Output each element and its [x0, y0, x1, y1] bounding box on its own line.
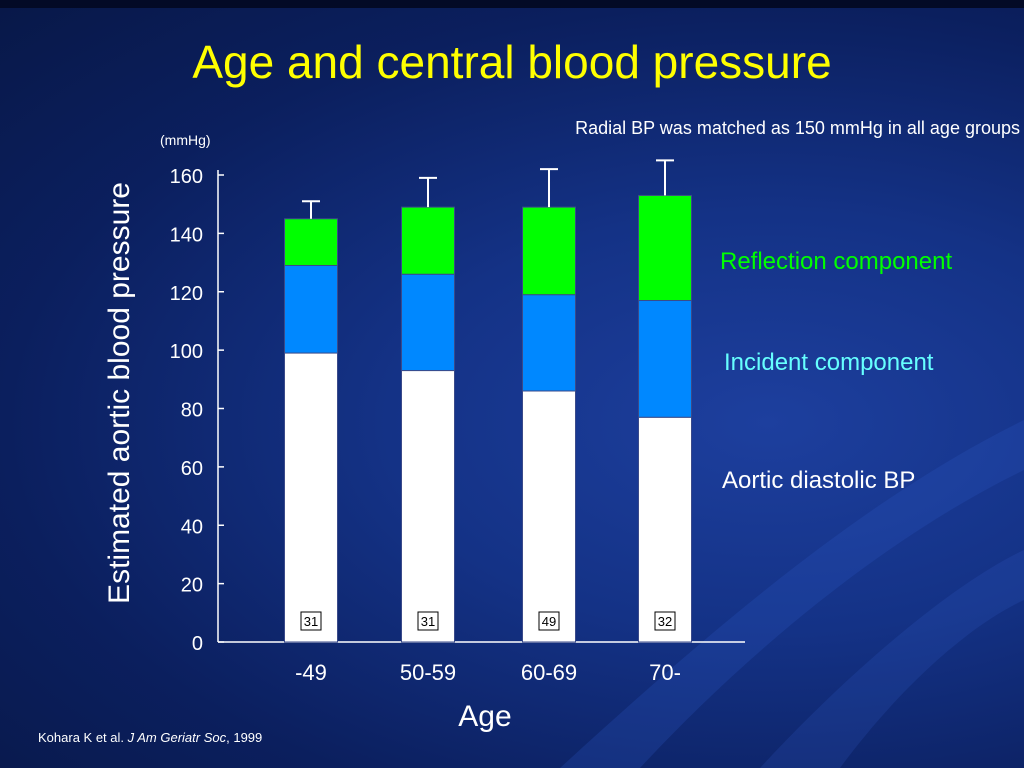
y-tick-label: 60	[181, 458, 203, 480]
bar-segment-incident	[638, 300, 692, 418]
legend-incident: Incident component	[724, 349, 934, 376]
slide-title: Age and central blood pressure	[192, 36, 832, 88]
legend-reflection: Reflection component	[720, 248, 953, 275]
bar-segment-incident	[401, 273, 455, 372]
matching-note: Radial BP was matched as 150 mmHg in all…	[575, 118, 1020, 138]
y-tick-label: 0	[192, 633, 203, 655]
citation-authors: Kohara K et al.	[38, 730, 124, 745]
legend-diastolic: Aortic diastolic BP	[722, 467, 916, 494]
sample-size-label: 32	[658, 614, 672, 629]
y-tick-label: 100	[170, 341, 203, 363]
y-tick-label: 140	[170, 224, 203, 246]
sample-size-label: 31	[421, 614, 435, 629]
citation: Kohara K et al. J Am Geriatr Soc, 1999	[38, 730, 262, 745]
y-tick-label: 120	[170, 283, 203, 305]
y-tick-label: 160	[170, 166, 203, 188]
bar-segment-incident	[284, 264, 338, 354]
y-tick-label: 20	[181, 575, 203, 597]
y-tick-label: 80	[181, 400, 203, 422]
bar-segment-reflection	[638, 194, 692, 302]
x-tick-label: -49	[295, 660, 327, 685]
citation-year: , 1999	[226, 730, 263, 745]
bar-segment-reflection	[284, 218, 338, 266]
bar-segment-reflection	[401, 206, 455, 275]
bar-segment-diastolic	[638, 416, 692, 643]
top-border	[0, 0, 1024, 8]
x-tick-label: 50-59	[400, 660, 456, 685]
y-tick-label: 40	[181, 516, 203, 538]
x-tick-label: 60-69	[521, 660, 577, 685]
y-axis-unit: (mmHg)	[160, 132, 211, 148]
bar-segment-reflection	[522, 206, 576, 296]
sample-size-box	[417, 611, 439, 631]
x-tick-label: 70-	[649, 660, 681, 685]
citation-journal: J Am Geriatr Soc	[127, 730, 227, 745]
bar-segment-diastolic	[522, 390, 576, 643]
bar-segment-incident	[522, 294, 576, 392]
sample-size-label: 49	[542, 614, 556, 629]
sample-size-box	[300, 611, 322, 631]
x-axis-title: Age	[458, 700, 512, 733]
sample-size-box	[654, 611, 676, 631]
bar-segment-diastolic	[284, 352, 338, 643]
bar-segment-diastolic	[401, 370, 455, 643]
sample-size-label: 31	[304, 614, 318, 629]
sample-size-box	[538, 611, 560, 631]
